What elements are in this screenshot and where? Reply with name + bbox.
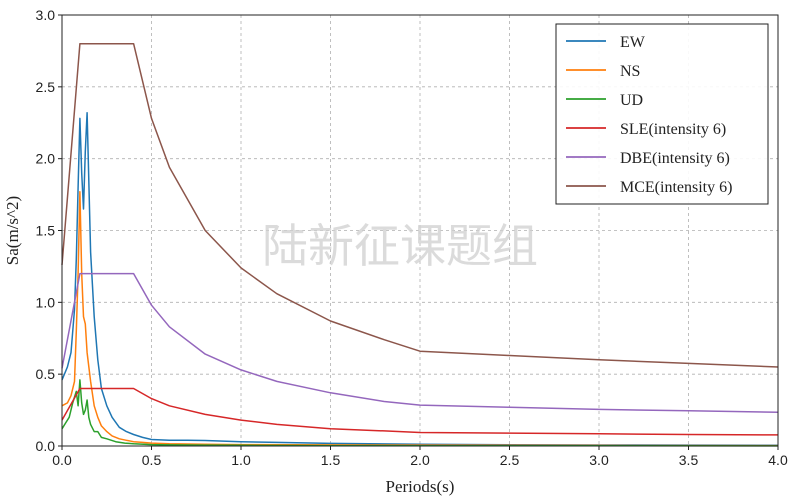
legend-label: NS bbox=[620, 63, 640, 80]
x-tick-label: 2.0 bbox=[410, 452, 430, 468]
y-tick-label: 1.5 bbox=[36, 223, 56, 239]
x-tick-label: 2.5 bbox=[500, 452, 520, 468]
series-layer bbox=[61, 42, 779, 447]
series-line-mce-intensity-6 bbox=[61, 42, 779, 368]
legend-label: UD bbox=[620, 92, 643, 109]
y-axis-ticks: 0.0 0.5 1.0 1.5 2.0 2.5 3.0 bbox=[36, 7, 62, 454]
series-line-ud bbox=[61, 379, 779, 447]
x-tick-label: 1.5 bbox=[321, 452, 341, 468]
x-axis-ticks: 0.0 0.5 1.0 1.5 2.0 2.5 3.0 3.5 4.0 bbox=[52, 446, 788, 468]
y-tick-label: 0.0 bbox=[36, 438, 56, 454]
y-tick-label: 1.0 bbox=[36, 294, 56, 310]
y-tick-label: 2.5 bbox=[36, 79, 56, 95]
legend: EW NS UD SLE(intensity 6) DBE(intensity 6) MC… bbox=[555, 23, 769, 205]
legend-label: MCE(intensity 6) bbox=[620, 179, 732, 196]
series-line-dbe-intensity-6 bbox=[61, 272, 779, 413]
x-tick-label: 3.5 bbox=[679, 452, 699, 468]
legend-label: DBE(intensity 6) bbox=[620, 150, 730, 167]
y-tick-label: 2.0 bbox=[36, 151, 56, 167]
y-tick-label: 0.5 bbox=[36, 366, 56, 382]
x-tick-label: 1.0 bbox=[231, 452, 251, 468]
legend-label: SLE(intensity 6) bbox=[620, 121, 726, 138]
y-tick-label: 3.0 bbox=[36, 7, 56, 23]
x-axis-label: Periods(s) bbox=[386, 477, 455, 496]
x-tick-label: 3.0 bbox=[589, 452, 609, 468]
x-tick-label: 0.5 bbox=[142, 452, 162, 468]
watermark-text: 陆新征课题组 bbox=[262, 219, 538, 273]
y-axis-label: Sa(m/s^2) bbox=[3, 196, 22, 265]
x-tick-label: 0.0 bbox=[52, 452, 72, 468]
watermark-layer: 陆新征课题组 bbox=[262, 219, 538, 273]
series-line-sle-intensity-6 bbox=[61, 387, 779, 436]
x-tick-label: 4.0 bbox=[768, 452, 788, 468]
series-line-ew bbox=[61, 111, 779, 447]
series-line-ns bbox=[61, 190, 779, 447]
legend-box bbox=[555, 23, 769, 205]
legend-label: EW bbox=[620, 34, 646, 51]
